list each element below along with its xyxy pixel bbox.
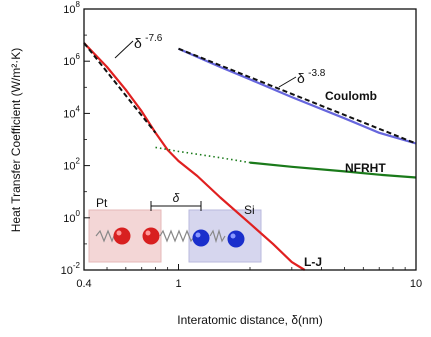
fit-label-shallow-leader xyxy=(278,76,297,88)
fit-label-shallow-exp: -3.8 xyxy=(308,68,326,79)
fit-layer xyxy=(83,42,417,145)
x-tick-label: 0.4 xyxy=(76,278,91,290)
y-tick-label: 100 xyxy=(63,209,80,225)
x-tick-label: 1 xyxy=(175,278,181,290)
inset-atom-highlight-1 xyxy=(116,230,122,236)
series-label-lj: L-J xyxy=(304,255,322,269)
fit-line-1 xyxy=(178,47,417,145)
inset-pt-atom-2 xyxy=(142,227,160,245)
inset-atom-highlight-2 xyxy=(145,230,151,236)
series-line-coulomb xyxy=(178,47,417,145)
inset-si-atom-1 xyxy=(192,229,210,247)
svg-text:δ -3.8: δ -3.8 xyxy=(297,68,326,86)
series-line-l-j xyxy=(83,42,306,271)
inset-si-atom-2 xyxy=(227,230,245,248)
y-tick-label: 10-2 xyxy=(61,261,81,277)
fit-label-steep: δ -7.6 xyxy=(114,33,163,59)
series-line-nfrht xyxy=(249,161,417,179)
fit-label-steep-exp: -7.6 xyxy=(145,33,163,44)
series-label-nfrht: NFRHT xyxy=(345,161,386,175)
y-tick-label: 104 xyxy=(63,104,80,120)
inset-pt-atom-1 xyxy=(113,227,131,245)
inset-si-label: Si xyxy=(244,203,255,217)
inset-gap-label: δ xyxy=(173,191,180,205)
fit-label-steep-base: δ xyxy=(134,35,142,51)
series-layer xyxy=(83,42,417,271)
inset-spring-right xyxy=(209,228,226,244)
fit-label-steep-leader xyxy=(114,40,134,59)
y-tick-label: 102 xyxy=(63,157,80,173)
series-label-coulomb: Coulomb xyxy=(325,89,377,103)
fit-label-shallow: δ -3.8 xyxy=(278,68,326,88)
inset-spring-middle xyxy=(159,229,196,243)
inset-atom-highlight-3 xyxy=(195,232,201,238)
x-tick-label: 10 xyxy=(410,278,422,290)
svg-text:δ -7.6: δ -7.6 xyxy=(134,33,163,51)
y-axis-label: Heat Transfer Coefficient (W/m²·K) xyxy=(9,48,23,233)
series-line-nfrht-dotted xyxy=(155,146,251,164)
fit-line-0 xyxy=(83,42,157,134)
inset-illustration: δ Pt Si xyxy=(88,191,262,263)
y-tick-label: 106 xyxy=(63,52,80,68)
x-axis-label: Interatomic distance, δ(nm) xyxy=(177,313,322,327)
inset-pt-label: Pt xyxy=(96,196,108,210)
tick-layer: 0.4 1 10 10-2 100 102 104 106 108 xyxy=(61,0,423,290)
fit-label-shallow-base: δ xyxy=(297,70,305,86)
inset-atom-highlight-4 xyxy=(230,233,236,239)
y-tick-label: 108 xyxy=(63,0,80,16)
